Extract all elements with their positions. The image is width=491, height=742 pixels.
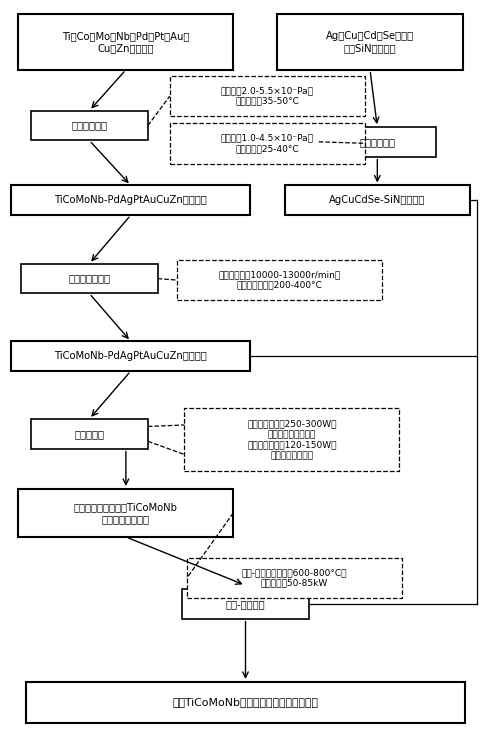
Text: 一种TiCoMoNb基轴瓦润滑自调控复合材料: 一种TiCoMoNb基轴瓦润滑自调控复合材料 bbox=[172, 697, 319, 707]
Bar bbox=[170, 123, 365, 164]
Bar bbox=[11, 186, 250, 215]
Text: 雾泰头转速为10000-13000r/min，
热风入口温度为200-400°C: 雾泰头转速为10000-13000r/min， 热风入口温度为200-400°C bbox=[218, 270, 341, 290]
Bar bbox=[11, 341, 250, 371]
Text: TiCoMoNb-PdAgPtAuCuZn球形粉料: TiCoMoNb-PdAgPtAuCuZn球形粉料 bbox=[55, 351, 207, 361]
Bar bbox=[26, 682, 465, 723]
Text: TiCoMoNb-PdAgPtAuCuZn混合粉料: TiCoMoNb-PdAgPtAuCuZn混合粉料 bbox=[55, 195, 207, 206]
Text: 真空混合干燥: 真空混合干燥 bbox=[359, 137, 395, 147]
Bar bbox=[185, 408, 399, 471]
Text: AgCuCdSe-SiN球形粉料: AgCuCdSe-SiN球形粉料 bbox=[329, 195, 426, 206]
Text: 激光增减材: 激光增减材 bbox=[74, 429, 104, 439]
Bar bbox=[187, 558, 402, 598]
Bar bbox=[30, 419, 148, 449]
Text: 热离心雾泰干燥: 热离心雾泰干燥 bbox=[68, 274, 110, 283]
Text: 真空度为2.0-5.5×10⁻Pa，
加热温度为35-50°C: 真空度为2.0-5.5×10⁻Pa， 加热温度为35-50°C bbox=[221, 86, 314, 105]
Bar bbox=[30, 111, 148, 140]
Text: 曲式微孔流动通道的TiCoMoNb
基自润滑复合材料: 曲式微孔流动通道的TiCoMoNb 基自润滑复合材料 bbox=[74, 502, 178, 524]
Bar bbox=[277, 14, 463, 70]
Text: 真空混合干燥: 真空混合干燥 bbox=[71, 121, 107, 131]
Bar bbox=[285, 186, 470, 215]
Text: Ag、Cu、Cd、Se单质粉
末和SiN纳米粒子: Ag、Cu、Cd、Se单质粉 末和SiN纳米粒子 bbox=[326, 31, 414, 53]
Text: 真空-压力熔渗: 真空-压力熔渗 bbox=[226, 599, 265, 609]
Bar bbox=[19, 489, 233, 537]
Text: 增材激光功率为250-300W，
扫描方式为线扫描；
减材激光功率为120-150W，
扫描方式为线扫描: 增材激光功率为250-300W， 扫描方式为线扫描； 减材激光功率为120-15… bbox=[247, 420, 337, 460]
Bar bbox=[170, 76, 365, 116]
Bar bbox=[19, 14, 233, 70]
Bar bbox=[182, 589, 309, 619]
Bar bbox=[319, 127, 436, 157]
Text: 真空度为1.0-4.5×10⁻Pa，
加热温度为25-40°C: 真空度为1.0-4.5×10⁻Pa， 加热温度为25-40°C bbox=[221, 134, 314, 153]
Text: 真空-压力熔渗温度为600-800°C，
加热功率为50-85kW: 真空-压力熔渗温度为600-800°C， 加热功率为50-85kW bbox=[242, 568, 347, 588]
Text: Ti、Co、Mo、Nb、Pd、Pt、Au、
Cu、Zn单质粉末: Ti、Co、Mo、Nb、Pd、Pt、Au、 Cu、Zn单质粉末 bbox=[62, 31, 190, 53]
Bar bbox=[21, 264, 158, 293]
Bar bbox=[177, 260, 382, 301]
